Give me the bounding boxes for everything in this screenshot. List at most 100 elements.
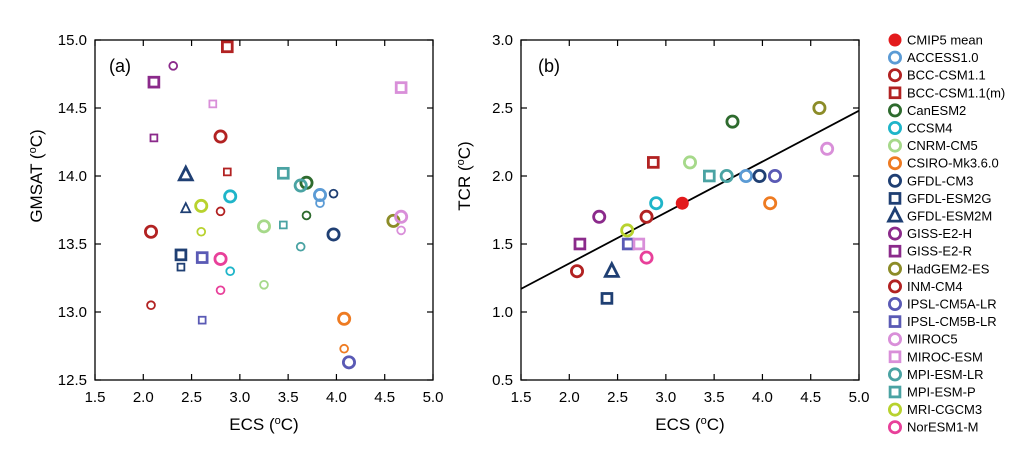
panel-a-y-tick-label: 13.0 (58, 304, 87, 321)
legend-marker-giss-e2-h (888, 226, 903, 241)
panel-b-x-tick-label: 3.5 (704, 389, 725, 406)
panel-a-point-gfdl-cm3 (328, 188, 339, 199)
panel-a-point-noresm1-m (213, 251, 228, 266)
panel-a-point-csiro-mk3-6-0 (339, 343, 349, 354)
panel-b-point-miroc-esm (632, 237, 646, 251)
legend-marker-inm-cm4 (888, 279, 903, 294)
legend-label: CCSM4 (907, 121, 953, 136)
legend-marker-cmip5-mean (888, 33, 902, 47)
panel-a-point-bcc-csm1-1-m- (221, 40, 234, 54)
panel-b-y-tick-label: 2.0 (492, 168, 513, 185)
panel-b-y-tick-label: 0.5 (492, 372, 513, 389)
panel-b-point-csiro-mk3-6-0 (763, 196, 778, 211)
legend-label: NorESM1-M (907, 420, 979, 435)
panel-a-point-inm-cm4 (213, 129, 228, 144)
panel-b-point-bcc-csm1-1-m- (647, 156, 660, 169)
panel-a-point-gfdl-esm2m (179, 201, 192, 214)
panel-a-point-bcc-csm1-1 (146, 300, 156, 311)
panel-a-y-tick-label: 13.5 (58, 236, 87, 253)
panel-b-point-giss-e2-r (573, 237, 587, 251)
panel-a-point-mri-cgcm3 (196, 226, 207, 237)
legend-marker-csiro-mk3-6-0 (888, 156, 903, 171)
panel-a-y-tick-label: 12.5 (58, 372, 87, 389)
legend: CMIP5 mean ACCESS1.0 BCC-CSM1.1 BCC-CSM1.1(… (886, 33, 1005, 435)
legend-label: GISS-E2-R (907, 244, 972, 259)
panel-a-point-miroc5 (396, 225, 406, 236)
legend-label: GFDL-ESM2G (907, 191, 992, 206)
panel-b-point-gfdl-esm2g (600, 292, 614, 305)
panel-a-point-mpi-esm-lr (295, 241, 306, 252)
legend-label: MPI-ESM-LR (907, 367, 984, 382)
panel-a-tag: (a) (109, 56, 131, 76)
panel-a-point-miroc-esm (208, 99, 218, 109)
panel-b-point-cmip5-mean (675, 196, 689, 210)
legend-label: MPI-ESM-P (907, 385, 976, 400)
panel-b-point-cnrm-cm5 (683, 155, 698, 170)
panel-b-x-axis-title: ECS (oC) (655, 415, 724, 434)
panel-b-x-tick-label: 2.0 (559, 389, 580, 406)
panel-a-x-tick-label: 3.5 (278, 389, 299, 406)
panel-a-point-bcc-csm1-1-m- (222, 167, 232, 177)
legend-marker-gfdl-cm3 (888, 173, 903, 188)
panel-b-y-tick-label: 3.0 (492, 32, 513, 49)
panel-b-x-tick-label: 3.0 (655, 389, 676, 406)
panel-a-point-mri-cgcm3 (194, 198, 209, 213)
panel-a-x-tick-label: 4.0 (326, 389, 347, 406)
legend-label: INM-CM4 (907, 279, 963, 294)
panel-a-x-tick-label: 5.0 (423, 389, 444, 406)
panel-a-y-tick-label: 15.0 (58, 32, 87, 49)
legend-label: MRI-CGCM3 (907, 402, 982, 417)
panel-a-point-bcc-csm1-1 (144, 224, 159, 239)
panel-a-point-miroc-esm (394, 81, 408, 94)
panel-b-x-tick-label: 4.5 (800, 389, 821, 406)
panel-a-point-ccsm4 (223, 189, 238, 204)
legend-marker-ipsl-cm5a-lr (888, 296, 903, 311)
panel-b-point-miroc5 (820, 141, 835, 156)
panel-b-y-tick-label: 1.5 (492, 236, 513, 253)
panel-a-point-miroc5 (394, 209, 409, 224)
panel-b-point-mpi-esm-p (703, 169, 716, 183)
panel-a-y-tick-label: 14.5 (58, 100, 87, 117)
panel-a-point-giss-e2-h (168, 61, 179, 71)
panel-b-point-gfdl-esm2m (603, 260, 621, 278)
panel-b-point-access1-0 (739, 168, 754, 183)
panel-b-point-noresm1-m (639, 250, 654, 265)
legend-marker-bcc-csm1-1-m- (888, 86, 902, 100)
panel-a-x-tick-label: 4.5 (374, 389, 395, 406)
legend-label: GISS-E2-H (907, 226, 972, 241)
panel-a-point-mpi-esm-p (277, 166, 290, 180)
panel-a-x-axis-title: ECS (oC) (229, 415, 298, 434)
panel-a-y-tick-label: 14.0 (58, 168, 87, 185)
panel-a-point-noresm1-m (215, 285, 226, 296)
legend-label: BCC-CSM1.1 (907, 68, 986, 83)
legend-label: CanESM2 (907, 103, 966, 118)
panel-b-x-tick-label: 1.5 (511, 389, 532, 406)
legend-marker-gfdl-esm2g (888, 192, 902, 205)
legend-marker-ipsl-cm5b-lr (888, 315, 902, 328)
panel-a-point-gfdl-esm2g (174, 248, 188, 262)
legend-label: IPSL-CM5B-LR (907, 314, 997, 329)
legend-marker-miroc-esm (888, 350, 902, 364)
panel-a-point-gfdl-esm2m (177, 164, 195, 182)
panel-b-x-tick-label: 4.0 (752, 389, 773, 406)
panel-a-point-access1-0 (315, 198, 325, 209)
panel-b-plot-frame (520, 39, 860, 381)
panel-a-point-csiro-mk3-6-0 (337, 311, 352, 326)
panel-b-tag: (b) (538, 56, 560, 76)
panel-a-point-giss-e2-r (147, 75, 161, 89)
panel-a-scatter-chart: (a) ECS (oC) GMSAT (oC) 1.5 2.0 2.5 3.0 3.5 4… (27, 32, 443, 434)
panel-b-x-tick-label: 2.5 (607, 389, 628, 406)
panel-b-point-mpi-esm-lr (719, 168, 734, 183)
legend-label: GFDL-ESM2M (907, 209, 992, 224)
panel-a-point-ipsl-cm5a-lr (341, 355, 356, 370)
panel-a-point-ccsm4 (225, 266, 236, 277)
panel-a-point-gfdl-cm3 (326, 227, 341, 242)
legend-marker-canesm2 (888, 103, 903, 118)
panel-b-y-tick-label: 2.5 (492, 100, 513, 117)
legend-marker-cnrm-cm5 (888, 138, 903, 153)
legend-marker-hadgem2-es (888, 261, 903, 276)
legend-label: GFDL-CM3 (907, 173, 973, 188)
panel-a-point-ipsl-cm5b-lr (197, 315, 207, 325)
legend-marker-mpi-esm-p (888, 385, 902, 399)
